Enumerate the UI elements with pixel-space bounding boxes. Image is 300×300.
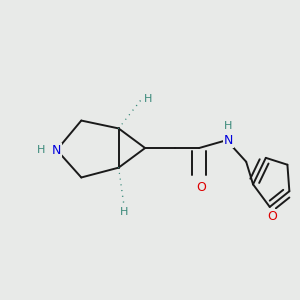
- Text: N: N: [224, 134, 233, 147]
- Text: H: H: [120, 207, 129, 217]
- Text: O: O: [196, 181, 206, 194]
- Text: N: N: [52, 143, 62, 157]
- Text: H: H: [144, 94, 152, 104]
- Text: O: O: [267, 210, 277, 223]
- Text: H: H: [224, 122, 233, 131]
- Text: H: H: [37, 145, 45, 155]
